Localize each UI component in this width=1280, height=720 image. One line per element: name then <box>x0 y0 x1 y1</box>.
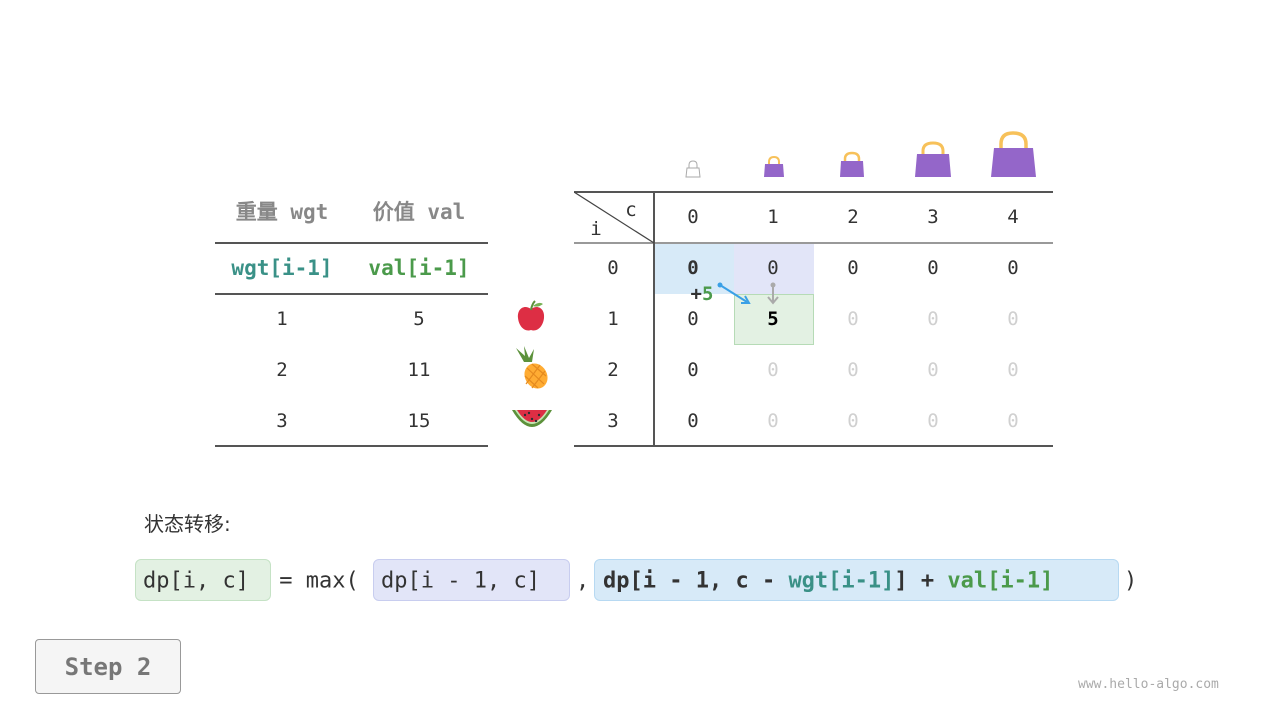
divider <box>574 445 1053 447</box>
bag-icon <box>764 156 784 177</box>
divider <box>215 293 488 295</box>
subheader-val: val[i-1] <box>368 256 470 280</box>
col-header: 3 <box>927 206 939 228</box>
dp-cell: 0 <box>1007 257 1019 279</box>
arg2-part: dp[i - 1, c - <box>603 568 789 594</box>
row-header: 2 <box>607 359 619 381</box>
plus-sign: + <box>690 283 702 305</box>
dp-cell-current: 5 <box>767 308 779 330</box>
dp-cell: 0 <box>687 410 699 432</box>
col-header: 1 <box>767 206 779 228</box>
dp-cell: 0 <box>847 257 859 279</box>
bag-icon <box>991 131 1036 177</box>
divider <box>653 192 655 446</box>
dp-cell: 0 <box>767 257 779 279</box>
wgt-value: 3 <box>276 410 288 432</box>
formula-label: 状态转移: <box>144 512 231 536</box>
watermelon-icon <box>512 410 552 427</box>
formula-comma: , <box>576 568 590 594</box>
dp-cell: 0 <box>1007 308 1019 330</box>
dp-cell: 0 <box>927 308 939 330</box>
corner-diagonal <box>574 192 654 243</box>
row-header: 3 <box>607 410 619 432</box>
wgt-value: 2 <box>276 359 288 381</box>
arg2-val: val[i-1] <box>947 568 1054 594</box>
dp-cell: 0 <box>687 257 699 279</box>
dp-cell: 0 <box>1007 410 1019 432</box>
formula-lhs: dp[i, c] <box>143 568 249 594</box>
dp-cell: 0 <box>847 410 859 432</box>
arrow-icon <box>717 282 779 305</box>
corner-c-label: c <box>625 199 637 221</box>
formula-eq: = max( <box>266 568 359 594</box>
col-header: 2 <box>847 206 859 228</box>
dp-cell: 0 <box>767 359 779 381</box>
empty-bag-icon <box>685 160 701 178</box>
formula-arg1: dp[i - 1, c] <box>381 568 540 594</box>
arg2-part: ] + <box>894 568 948 594</box>
dp-cell: 0 <box>767 410 779 432</box>
dp-cell: 0 <box>847 308 859 330</box>
dp-cell: 0 <box>927 410 939 432</box>
divider <box>215 242 488 244</box>
bag-icon <box>840 151 864 177</box>
formula-close: ) <box>1124 568 1138 594</box>
divider <box>574 191 1053 193</box>
col-header: 4 <box>1007 206 1019 228</box>
apple-icon <box>517 300 545 331</box>
watermark: www.hello-algo.com <box>1078 677 1219 692</box>
subheader-wgt: wgt[i-1] <box>231 256 333 280</box>
divider <box>215 445 488 447</box>
pineapple-icon <box>516 346 548 389</box>
add-value-label: +5 <box>691 283 714 305</box>
add-value: 5 <box>702 283 714 305</box>
col-header: 0 <box>687 206 699 228</box>
header-wgt: 重量 wgt <box>235 200 329 224</box>
step-button[interactable]: Step 2 <box>35 639 181 694</box>
header-val: 价值 val <box>372 200 466 224</box>
row-header: 1 <box>607 308 619 330</box>
dp-cell: 0 <box>1007 359 1019 381</box>
val-value: 11 <box>407 359 431 381</box>
dp-cell: 0 <box>847 359 859 381</box>
divider <box>574 242 1053 244</box>
wgt-value: 1 <box>276 308 288 330</box>
dp-cell: 0 <box>687 308 699 330</box>
row-header: 0 <box>607 257 619 279</box>
dp-cell: 0 <box>927 257 939 279</box>
arg2-wgt: wgt[i-1] <box>788 568 895 594</box>
bag-icon <box>915 141 951 177</box>
lhs-box <box>135 559 271 601</box>
dp-cell: 0 <box>687 359 699 381</box>
arg1-box <box>373 559 570 601</box>
formula-arg2: dp[i - 1, c - wgt[i-1]] + val[i-1] <box>603 569 1053 594</box>
val-value: 15 <box>407 410 431 432</box>
arg2-box <box>594 559 1119 601</box>
corner-i-label: i <box>590 218 602 240</box>
val-value: 5 <box>413 308 425 330</box>
dp-cell: 0 <box>927 359 939 381</box>
